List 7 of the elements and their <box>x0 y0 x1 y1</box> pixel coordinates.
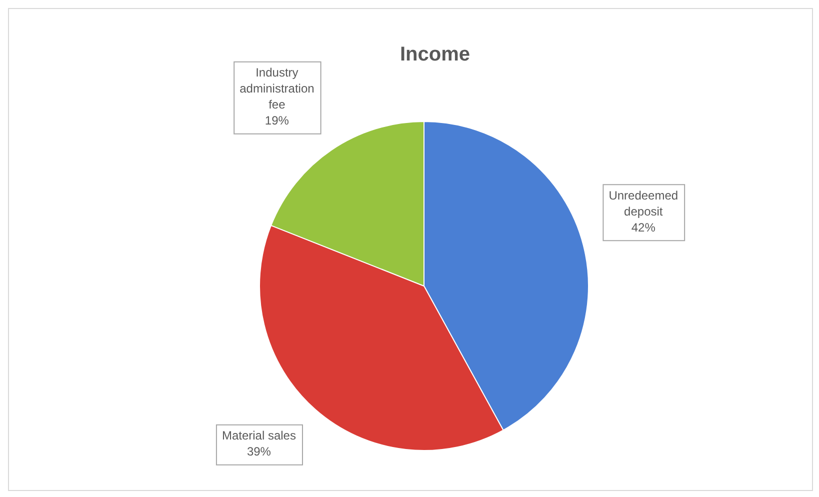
chart-title: Income <box>400 44 470 66</box>
data-label: 42% <box>631 220 656 234</box>
data-label: 39% <box>246 444 272 459</box>
slice-label: Unredeemed deposit <box>608 188 678 218</box>
data-label: 19% <box>264 114 290 128</box>
slice-label: Industry administration fee <box>240 66 314 112</box>
slice-label: Material sales <box>222 428 296 443</box>
